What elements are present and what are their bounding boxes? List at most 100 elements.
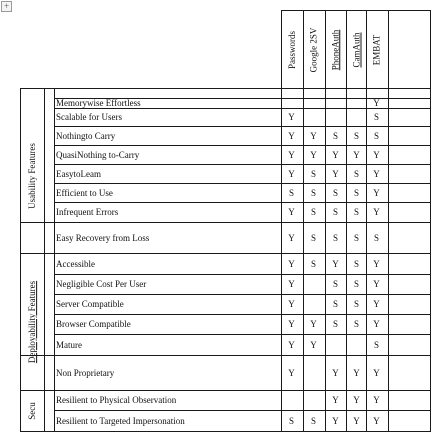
value-cell: S xyxy=(332,299,338,309)
value-cell: Y xyxy=(353,368,360,378)
feature-label: Resilient to Targeted Impersonation xyxy=(56,416,185,426)
value-cell: S xyxy=(332,131,338,141)
feature-label: Non Proprietary xyxy=(56,368,115,378)
value-cell: Y xyxy=(288,150,295,160)
header-col-border xyxy=(388,10,389,88)
value-cell: Y xyxy=(288,207,295,217)
value-cell: Y xyxy=(373,299,380,309)
feature-label: Efficient to Use xyxy=(56,188,113,198)
row-border xyxy=(54,108,431,109)
column-header-label: CamAuth xyxy=(351,32,362,68)
row-border xyxy=(54,164,431,165)
column-header: Google 2SV xyxy=(303,12,324,88)
row-border xyxy=(54,183,431,184)
row-border xyxy=(54,222,431,223)
row-border xyxy=(54,334,431,335)
value-cell: S xyxy=(332,279,338,289)
value-cell: Y xyxy=(373,395,380,405)
value-cell: S xyxy=(373,233,379,243)
row-border xyxy=(54,294,431,295)
row-border xyxy=(54,274,431,275)
row-border xyxy=(54,355,431,356)
table-move-handle-icon[interactable]: + xyxy=(1,1,12,12)
category-border xyxy=(20,222,54,223)
value-cell: S xyxy=(373,112,379,122)
row-border xyxy=(20,431,431,432)
category-label: Secu xyxy=(20,390,44,431)
value-cell: S xyxy=(332,233,338,243)
value-cell: S xyxy=(288,416,294,426)
row-border xyxy=(54,202,431,203)
value-cell: Y xyxy=(288,169,295,179)
header-col-border xyxy=(430,10,431,88)
row-border xyxy=(54,145,431,146)
value-cell: Y xyxy=(288,259,295,269)
category-label: Deployability Features xyxy=(20,253,44,390)
header-col-border xyxy=(303,10,304,88)
value-col-border xyxy=(281,88,282,432)
value-cell: Y xyxy=(353,416,360,426)
header-col-border xyxy=(281,10,282,88)
value-cell: S xyxy=(332,319,338,329)
column-header: EMBAT xyxy=(366,12,387,88)
header-col-border xyxy=(325,10,326,88)
value-cell: Y xyxy=(288,233,295,243)
value-cell: S xyxy=(353,233,359,243)
column-header-label: PhoneAuth xyxy=(330,29,341,71)
value-cell: Y xyxy=(288,368,295,378)
value-cell: Y xyxy=(373,207,380,217)
value-col-border xyxy=(303,88,304,432)
feature-label: Nothingto Carry xyxy=(56,131,116,141)
value-cell: S xyxy=(373,340,379,350)
table-left-border xyxy=(20,88,21,432)
value-cell: S xyxy=(353,259,359,269)
value-cell: S xyxy=(353,188,359,198)
value-cell: S xyxy=(310,416,316,426)
value-cell: Y xyxy=(373,368,380,378)
value-cell: S xyxy=(310,169,316,179)
value-cell: S xyxy=(310,188,316,198)
feature-label: Scalable for Users xyxy=(56,112,122,122)
feature-label: Mature xyxy=(56,340,82,350)
value-cell: Y xyxy=(332,368,339,378)
value-cell: Y xyxy=(332,416,339,426)
value-col-border xyxy=(325,88,326,432)
category-label-text: Secu xyxy=(27,401,37,420)
feature-label: Browser Compatible xyxy=(56,319,131,329)
value-cell: S xyxy=(310,233,316,243)
value-cell: S xyxy=(353,131,359,141)
value-cell: Y xyxy=(310,131,317,141)
column-header-label: EMBAT xyxy=(371,34,382,66)
header-col-border xyxy=(366,10,367,88)
value-cell: Y xyxy=(310,340,317,350)
feature-left-border xyxy=(54,88,55,432)
value-col-border xyxy=(346,88,347,432)
value-cell: Y xyxy=(310,150,317,160)
value-cell: Y xyxy=(288,319,295,329)
value-cell: Y xyxy=(288,131,295,141)
value-cell: Y xyxy=(288,112,295,122)
value-cell: Y xyxy=(373,319,380,329)
value-cell: Y xyxy=(373,150,380,160)
category-border xyxy=(20,355,54,356)
value-cell: Y xyxy=(373,169,380,179)
value-cell: S xyxy=(373,131,379,141)
value-cell: S xyxy=(353,169,359,179)
category-col-border xyxy=(44,88,45,432)
value-col-border xyxy=(366,88,367,432)
row-border xyxy=(20,253,431,254)
value-cell: S xyxy=(353,207,359,217)
value-cell: S xyxy=(310,207,316,217)
feature-label: Server Compatible xyxy=(56,299,124,309)
row-border xyxy=(54,98,431,99)
value-cell: Y xyxy=(353,395,360,405)
value-cell: Y xyxy=(332,395,339,405)
column-header: CamAuth xyxy=(346,12,367,88)
value-cell: Y xyxy=(373,259,380,269)
column-header-label: Google 2SV xyxy=(308,27,319,73)
feature-label: Resilient to Physical Observation xyxy=(56,395,177,405)
value-cell: S xyxy=(332,188,338,198)
table-top-border xyxy=(20,88,431,89)
value-cell: S xyxy=(332,207,338,217)
feature-label: Infrequent Errors xyxy=(56,207,119,217)
